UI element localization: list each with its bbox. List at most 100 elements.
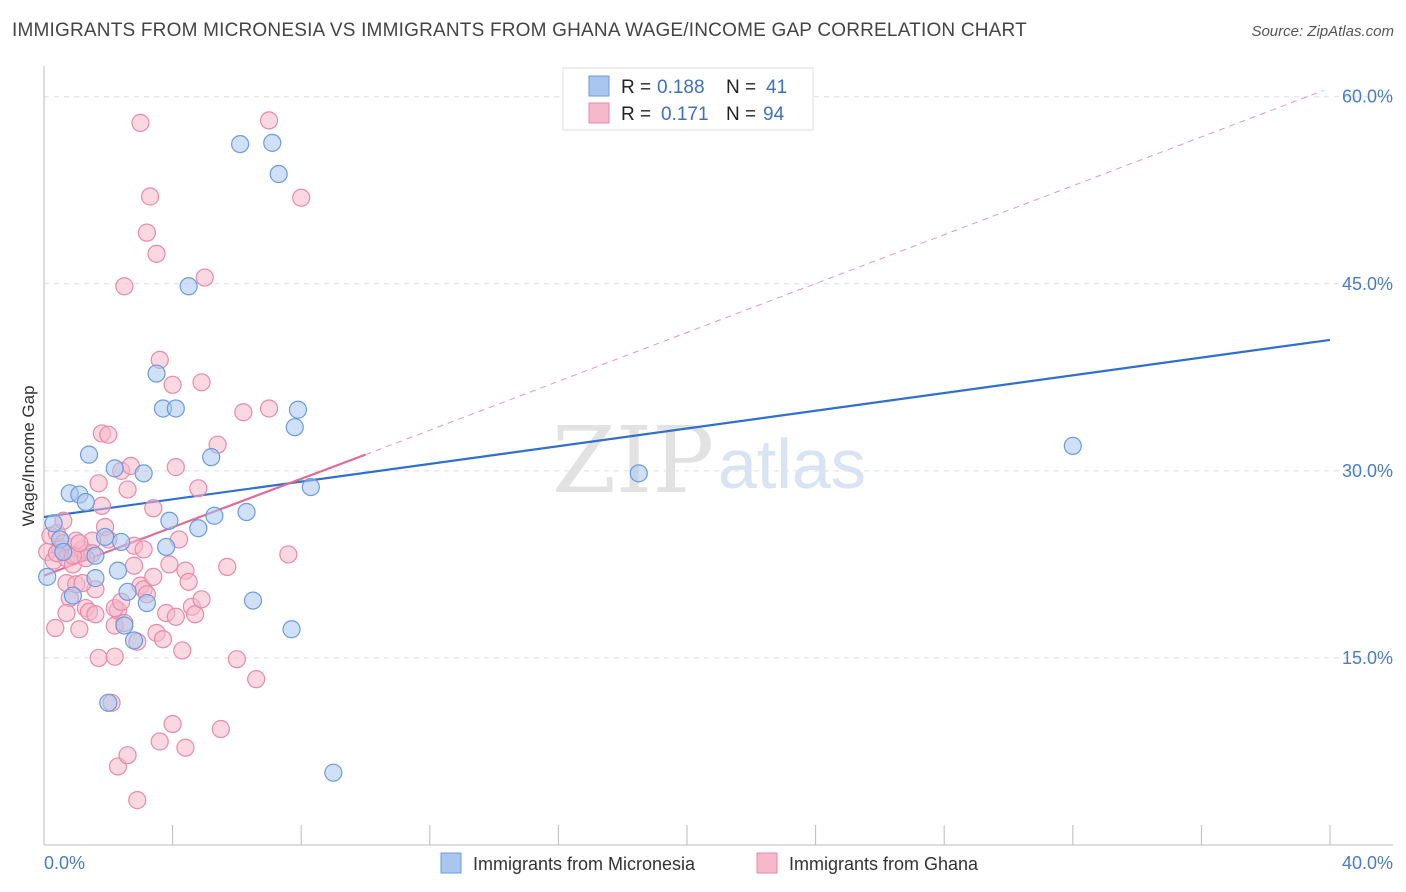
point-ghana <box>176 738 195 757</box>
bottom-legend-swatch-ghana <box>756 852 778 874</box>
point-ghana <box>86 605 105 624</box>
point-micronesia <box>79 445 99 464</box>
point-ghana <box>259 399 279 418</box>
point-ghana <box>186 605 205 624</box>
point-ghana <box>195 268 214 287</box>
watermark-zip: ZIP <box>552 407 714 514</box>
point-micronesia <box>134 464 153 483</box>
bottom-legend-label-micronesia: Immigrants from Micronesia <box>473 854 696 874</box>
point-micronesia <box>137 593 156 613</box>
point-ghana <box>179 572 198 591</box>
point-micronesia <box>285 418 304 437</box>
point-micronesia <box>44 514 63 533</box>
point-ghana <box>147 244 166 263</box>
point-micronesia <box>108 561 128 580</box>
data-points <box>38 111 1082 810</box>
point-ghana <box>131 113 150 132</box>
point-ghana <box>163 375 182 394</box>
legend-swatch-micronesia <box>588 75 610 97</box>
point-micronesia <box>301 477 320 497</box>
point-micronesia <box>99 693 118 712</box>
point-micronesia <box>324 763 343 782</box>
point-ghana <box>150 732 169 751</box>
point-micronesia <box>629 464 648 483</box>
point-ghana <box>144 499 163 518</box>
point-micronesia <box>243 591 263 610</box>
trend-line-micronesia <box>43 338 1331 519</box>
point-ghana <box>134 540 153 559</box>
point-ghana <box>89 648 108 668</box>
point-ghana <box>118 480 137 499</box>
source-label: Source: ZipAtlas.com <box>1251 23 1394 40</box>
point-micronesia <box>179 277 198 296</box>
point-ghana <box>279 545 298 564</box>
legend-n-micronesia: 41 <box>766 77 787 98</box>
point-micronesia <box>105 459 124 478</box>
y-tick-label: 15.0% <box>1342 648 1393 668</box>
point-ghana <box>192 373 211 392</box>
point-micronesia <box>282 620 301 639</box>
y-tick-labels: 15.0% 30.0% 45.0% 60.0% <box>1342 87 1393 668</box>
point-micronesia <box>263 133 282 152</box>
point-micronesia <box>1063 436 1082 456</box>
point-micronesia <box>76 492 95 512</box>
bottom-legend: Immigrants from Micronesia Immigrants fr… <box>440 852 979 874</box>
point-ghana <box>292 188 311 207</box>
legend-r-label-ghana: R = <box>621 104 651 125</box>
point-ghana <box>189 479 208 498</box>
point-micronesia <box>237 502 256 522</box>
point-micronesia <box>63 586 83 605</box>
point-micronesia <box>205 506 224 525</box>
legend-n-ghana: 94 <box>763 104 785 125</box>
point-micronesia <box>118 582 137 601</box>
point-micronesia <box>86 569 105 588</box>
x-tick-label-min: 0.0% <box>44 853 85 873</box>
point-micronesia <box>147 364 166 383</box>
point-ghana <box>137 223 156 242</box>
y-tick-label: 60.0% <box>1342 87 1393 107</box>
point-micronesia <box>38 567 57 586</box>
legend-r-label-micronesia: R = <box>621 77 651 98</box>
point-micronesia <box>54 542 73 562</box>
point-ghana <box>227 650 246 669</box>
trend-line-ghana-extended <box>365 90 1324 456</box>
point-ghana <box>118 746 137 765</box>
y-axis-title: Wage/Income Gap <box>19 385 38 526</box>
point-micronesia <box>160 511 179 530</box>
y-tick-label: 45.0% <box>1342 274 1393 294</box>
watermark-atlas: atlas <box>718 425 866 503</box>
point-ghana <box>234 403 253 422</box>
point-micronesia <box>202 448 221 467</box>
point-ghana <box>128 791 147 810</box>
legend-swatch-ghana <box>588 102 610 124</box>
grid-lines <box>44 96 1393 659</box>
point-ghana <box>259 111 279 130</box>
point-ghana <box>46 618 65 638</box>
point-ghana <box>153 630 173 649</box>
axes <box>43 66 1393 846</box>
point-micronesia <box>189 519 208 538</box>
point-ghana <box>70 620 89 639</box>
point-ghana <box>99 425 118 444</box>
point-ghana <box>247 670 266 689</box>
legend-r-micronesia: 0.188 <box>657 77 705 98</box>
legend: R = 0.188 N = 41 R = 0.171 N = 94 <box>562 67 814 131</box>
point-micronesia <box>269 164 288 184</box>
legend-n-label-ghana: N = <box>726 104 756 125</box>
chart-title: IMMIGRANTS FROM MICRONESIA VS IMMIGRANTS… <box>12 20 1027 41</box>
bottom-legend-swatch-micronesia <box>440 852 462 874</box>
point-ghana <box>192 590 211 609</box>
point-ghana <box>92 496 111 515</box>
point-ghana <box>211 719 230 739</box>
point-micronesia <box>115 616 134 635</box>
point-micronesia <box>112 532 131 552</box>
point-ghana <box>160 555 179 574</box>
point-micronesia <box>166 399 185 418</box>
point-micronesia <box>124 631 144 650</box>
point-micronesia <box>288 400 308 419</box>
point-ghana <box>166 458 185 477</box>
point-ghana <box>89 474 108 493</box>
x-tick-label-max: 40.0% <box>1342 853 1393 873</box>
point-ghana <box>124 556 144 575</box>
